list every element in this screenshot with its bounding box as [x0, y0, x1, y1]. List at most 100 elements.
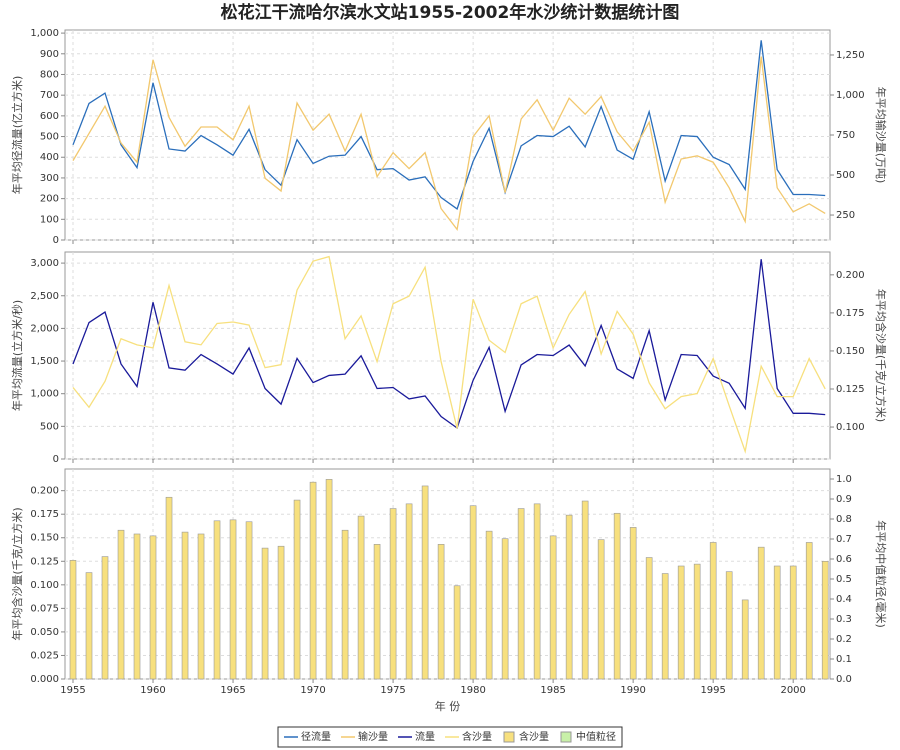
chart-title: 松花江干流哈尔滨水文站1955-2002年水沙统计数据统计图	[221, 2, 680, 23]
y-tick-label: 0.100	[30, 580, 59, 591]
plot-area	[64, 468, 831, 680]
y-tick-label: 3,000	[30, 258, 59, 269]
y-axis-label: 年平均径流量(亿立方米)	[10, 76, 24, 195]
bar	[357, 515, 365, 680]
y-tick-label: 600	[40, 111, 59, 122]
y-axis-label: 年平均流量(立方米/秒)	[10, 300, 24, 411]
bar	[261, 547, 269, 680]
bar	[165, 496, 173, 680]
bar	[341, 529, 349, 680]
y2-tick-label: 0.150	[836, 346, 865, 357]
x-tick-label: 1965	[220, 685, 245, 696]
y2-tick-label: 0.2	[836, 634, 852, 645]
legend-label: 中值粒径	[576, 730, 616, 743]
bar	[501, 538, 509, 680]
bar	[229, 519, 237, 680]
bar	[805, 542, 813, 680]
bar	[597, 539, 605, 680]
bar	[533, 503, 541, 680]
x-axis-label: 年 份	[435, 699, 461, 713]
y-tick-label: 1,500	[30, 356, 59, 367]
bar	[117, 529, 125, 680]
bar	[85, 572, 93, 680]
y2-tick-label: 0.4	[836, 594, 852, 605]
y2-tick-label: 0.6	[836, 554, 852, 565]
y2-axis-label: 年平均含沙量(千克/立方米)	[874, 289, 888, 422]
y2-tick-label: 1,000	[836, 90, 865, 101]
series-line	[72, 255, 826, 454]
y-tick-label: 100	[40, 214, 59, 225]
x-tick-label: 1995	[700, 685, 725, 696]
bar	[677, 565, 685, 680]
y2-tick-label: 750	[836, 130, 855, 141]
legend-swatch	[503, 731, 515, 743]
bar	[373, 544, 381, 680]
series-line	[72, 40, 826, 211]
series-line	[72, 259, 826, 430]
bar	[389, 508, 397, 680]
bar	[405, 503, 413, 680]
y2-tick-label: 0.0	[836, 674, 852, 685]
y-tick-label: 0.150	[30, 533, 59, 544]
bar	[565, 514, 573, 680]
bar	[757, 546, 765, 680]
y2-tick-label: 500	[836, 170, 855, 181]
bar	[197, 533, 205, 680]
y-tick-label: 300	[40, 173, 59, 184]
y2-tick-label: 1.0	[836, 474, 852, 485]
y-tick-label: 2,000	[30, 323, 59, 334]
y-tick-label: 1,000	[30, 28, 59, 39]
bar	[581, 500, 589, 680]
y2-tick-label: 0.1	[836, 654, 852, 665]
legend-label: 含沙量	[462, 730, 492, 743]
bar	[821, 560, 829, 680]
y2-tick-label: 1,250	[836, 50, 865, 61]
x-tick-label: 1990	[620, 685, 645, 696]
bar	[517, 508, 525, 680]
x-tick-label: 1970	[300, 685, 325, 696]
bar	[709, 542, 717, 680]
y-tick-label: 0.075	[30, 603, 59, 614]
bar	[789, 565, 797, 680]
bar	[693, 563, 701, 680]
bar	[421, 485, 429, 680]
bar	[309, 481, 317, 680]
bar	[469, 505, 477, 680]
y-axis-label: 年平均含沙量(千克/立方米)	[10, 507, 24, 640]
y-tick-label: 200	[40, 194, 59, 205]
bar	[149, 535, 157, 680]
bar	[101, 556, 109, 680]
bar	[613, 512, 621, 680]
bar	[181, 531, 189, 680]
y2-tick-label: 0.100	[836, 422, 865, 433]
y-tick-label: 500	[40, 132, 59, 143]
bar	[325, 479, 333, 680]
y2-axis-label: 年平均中值粒径(毫米)	[874, 520, 888, 628]
plot-area	[64, 29, 831, 241]
y-tick-label: 0.000	[30, 674, 59, 685]
bar	[277, 545, 285, 680]
y2-tick-label: 0.3	[836, 614, 852, 625]
x-tick-label: 2000	[780, 685, 805, 696]
y-tick-label: 0.050	[30, 627, 59, 638]
bar	[133, 533, 141, 680]
y-tick-label: 0.175	[30, 509, 59, 520]
bar	[549, 535, 557, 680]
y2-tick-label: 0.125	[836, 384, 865, 395]
x-tick-label: 1960	[140, 685, 165, 696]
bar	[645, 557, 653, 680]
y-tick-label: 800	[40, 69, 59, 80]
y2-tick-label: 0.9	[836, 494, 852, 505]
x-tick-label: 1985	[540, 685, 565, 696]
y-tick-label: 500	[40, 421, 59, 432]
bar	[629, 527, 637, 680]
y2-tick-label: 0.7	[836, 534, 852, 545]
legend-label: 径流量	[301, 730, 331, 743]
bar	[725, 571, 733, 680]
y2-axis-label: 年平均输沙量(万吨)	[874, 87, 888, 184]
bar	[293, 499, 301, 680]
y-tick-label: 1,000	[30, 389, 59, 400]
legend-swatch	[560, 731, 572, 743]
series-line	[72, 56, 826, 232]
